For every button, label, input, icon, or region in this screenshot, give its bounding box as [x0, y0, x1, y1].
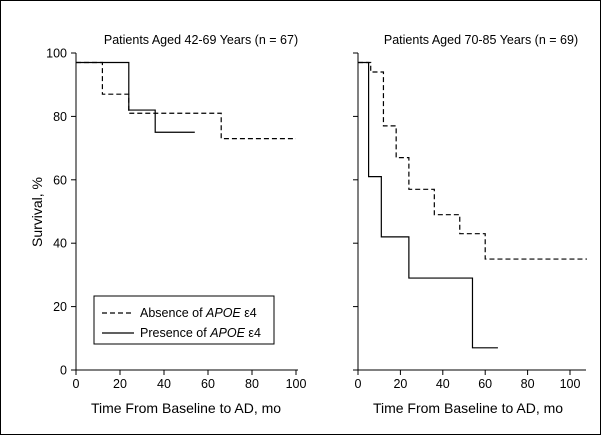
panel-left-series-dashed-line — [76, 61, 296, 140]
panel-left-y-tick-label: 20 — [53, 300, 67, 314]
panel-right-series-dashed-line — [358, 61, 587, 260]
panel-right-x-tick-label: 60 — [478, 377, 492, 391]
panel-right-x-tick-label: 40 — [436, 377, 450, 391]
panel-right-y-ticks — [353, 52, 358, 371]
legend-label-absence-suffix: ε4 — [241, 306, 257, 320]
panel-right-title: Patients Aged 70-85 Years (n = 69) — [384, 33, 578, 47]
panel-right: Patients Aged 70-85 Years (n = 69) 0 20 40… — [353, 33, 587, 416]
panel-right-x-tick-label: 100 — [560, 377, 581, 391]
panel-left-y-tick-label: 80 — [53, 110, 67, 124]
panel-right-series — [358, 61, 587, 349]
panel-left-y-tick-label: 0 — [60, 364, 67, 378]
legend-label-presence-prefix: Presence of — [140, 326, 210, 340]
panel-left-y-ticks: 0 20 40 60 80 100 — [46, 47, 76, 378]
panel-right-x-axis-label: Time From Baseline to AD, mo — [373, 400, 563, 416]
panel-left-x-tick-label: 0 — [73, 377, 80, 391]
panel-left-x-tick-label: 40 — [157, 377, 171, 391]
legend-label-presence: Presence of APOE ε4 — [140, 326, 261, 340]
y-axis-label: Survival, % — [29, 177, 45, 247]
panel-left: Patients Aged 42-69 Years (n = 67) 0 20 40… — [29, 33, 306, 416]
panel-left-x-tick-label: 100 — [286, 377, 307, 391]
panel-right-x-tick-label: 0 — [355, 377, 362, 391]
panel-right-x-tick-label: 20 — [393, 377, 407, 391]
legend-label-absence-prefix: Absence of — [140, 306, 206, 320]
panel-left-title: Patients Aged 42-69 Years (n = 67) — [104, 33, 298, 47]
panel-right-x-ticks: 0 20 40 60 80 100 — [355, 370, 581, 391]
panel-left-y-tick-label: 60 — [53, 173, 67, 187]
legend-label-presence-gene: APOE — [209, 326, 245, 340]
panel-right-x-tick-label: 80 — [521, 377, 535, 391]
panel-left-x-tick-label: 20 — [113, 377, 127, 391]
panel-left-series — [76, 61, 296, 140]
panel-left-x-axis-label: Time From Baseline to AD, mo — [91, 400, 281, 416]
panel-left-x-tick-label: 60 — [201, 377, 215, 391]
panel-left-y-tick-label: 100 — [46, 47, 67, 61]
legend-label-absence-gene: APOE — [205, 306, 241, 320]
legend-label-absence: Absence of APOE ε4 — [140, 306, 257, 320]
panel-right-series-solid-line — [358, 61, 498, 349]
legend: Absence of APOE ε4 Presence of APOE ε4 — [93, 295, 275, 345]
panel-left-x-ticks: 0 20 40 60 80 100 — [73, 370, 307, 391]
legend-label-presence-suffix: ε4 — [245, 326, 261, 340]
legend-box — [93, 295, 275, 345]
panel-left-series-solid-line — [76, 61, 195, 133]
panel-left-y-tick-label: 40 — [53, 237, 67, 251]
panel-left-x-tick-label: 80 — [245, 377, 259, 391]
